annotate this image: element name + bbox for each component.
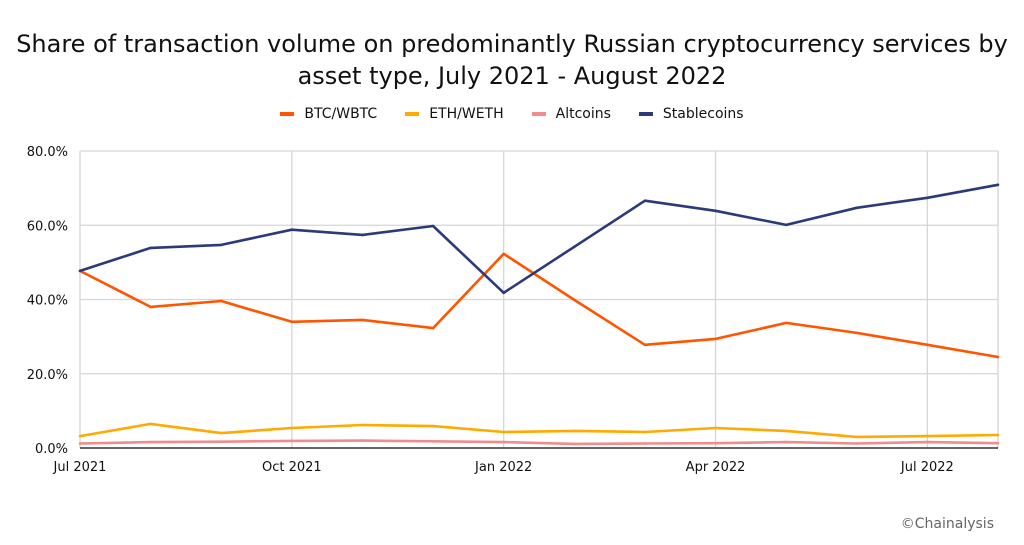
legend-item-btc: BTC/WBTC xyxy=(280,106,377,122)
chart-title: Share of transaction volume on predomina… xyxy=(16,30,1008,90)
data-point xyxy=(855,331,859,335)
data-point xyxy=(502,291,505,295)
data-point xyxy=(431,224,435,228)
data-point xyxy=(431,440,435,443)
x-tick-label: Jul 2022 xyxy=(900,460,954,475)
data-point xyxy=(78,269,82,273)
legend-item-stablecoins: Stablecoins xyxy=(638,106,744,122)
data-point xyxy=(431,326,435,330)
data-point xyxy=(219,299,223,303)
data-point xyxy=(996,183,1000,187)
data-point xyxy=(149,246,152,250)
x-tick-label: Apr 2022 xyxy=(686,460,746,475)
data-point xyxy=(502,252,505,256)
data-point xyxy=(290,426,294,430)
data-point xyxy=(926,343,929,347)
data-point xyxy=(361,233,364,237)
y-tick-label: 80.0% xyxy=(27,145,68,160)
legend-label: Stablecoins xyxy=(662,106,744,122)
data-point xyxy=(784,223,788,227)
data-point xyxy=(926,434,929,438)
data-point xyxy=(573,442,576,446)
data-point xyxy=(361,423,364,427)
legend-swatch xyxy=(638,112,653,116)
y-tick-label: 60.0% xyxy=(27,219,68,234)
data-point xyxy=(361,318,364,322)
data-point xyxy=(643,199,647,203)
legend-swatch xyxy=(531,112,546,116)
data-point xyxy=(855,442,859,445)
legend-swatch xyxy=(405,112,420,116)
data-point xyxy=(643,442,647,445)
data-point xyxy=(78,442,82,445)
x-tick-label: Jan 2022 xyxy=(474,460,532,475)
data-point xyxy=(78,434,82,438)
data-point xyxy=(502,440,505,444)
data-point xyxy=(290,439,294,443)
data-point xyxy=(149,422,152,426)
data-point xyxy=(573,429,576,433)
data-point xyxy=(855,435,859,439)
x-tick-label: Oct 2021 xyxy=(262,460,322,475)
data-point xyxy=(714,441,717,445)
data-point xyxy=(502,430,505,434)
data-point xyxy=(643,343,647,347)
data-point xyxy=(996,441,1000,445)
data-point xyxy=(361,439,364,442)
data-point xyxy=(290,228,294,232)
data-point xyxy=(784,440,788,444)
legend-label: Altcoins xyxy=(555,106,611,122)
data-point xyxy=(784,429,788,433)
data-point xyxy=(431,424,435,428)
y-tick-label: 40.0% xyxy=(27,294,68,309)
data-point xyxy=(219,440,223,443)
data-point xyxy=(714,337,717,341)
legend-swatch xyxy=(280,112,295,116)
data-point xyxy=(714,209,717,213)
data-point xyxy=(149,440,152,444)
data-point xyxy=(784,321,788,325)
series-line-altcoins xyxy=(79,439,999,446)
series-line-stablecoins xyxy=(79,183,999,295)
data-point xyxy=(643,430,647,434)
y-tick-label: 0.0% xyxy=(35,442,68,457)
legend-label: ETH/WETH xyxy=(429,106,504,122)
data-point xyxy=(573,298,576,302)
data-point xyxy=(855,206,859,210)
data-point xyxy=(926,440,929,444)
legend: BTC/WBTC ETH/WETH Altcoins Stablecoins xyxy=(0,106,1024,122)
data-point xyxy=(149,305,152,309)
x-tick-label: Jul 2021 xyxy=(53,460,107,475)
data-point xyxy=(996,355,1000,359)
legend-item-eth: ETH/WETH xyxy=(405,106,504,122)
data-point xyxy=(219,243,223,247)
data-point xyxy=(573,245,576,249)
data-point xyxy=(290,320,294,324)
legend-item-altcoins: Altcoins xyxy=(531,106,611,122)
series-line-eth-weth xyxy=(79,422,999,439)
legend-label: BTC/WBTC xyxy=(304,106,378,122)
credit: ©Chainalysis xyxy=(900,516,994,532)
y-tick-label: 20.0% xyxy=(27,368,68,383)
data-point xyxy=(926,196,929,200)
data-point xyxy=(219,431,223,435)
data-point xyxy=(714,426,717,430)
data-point xyxy=(996,433,1000,437)
series-line-btc-wbtc xyxy=(79,252,999,359)
